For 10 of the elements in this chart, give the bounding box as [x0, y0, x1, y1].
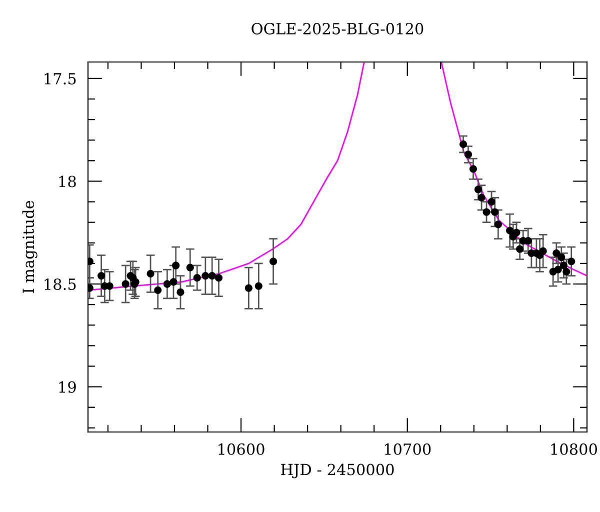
- y-tick-label: 19: [59, 381, 76, 393]
- x-tick-label: 10600: [218, 443, 264, 455]
- y-axis-title: I magnitude: [22, 200, 38, 294]
- chart-title: OGLE-2025-BLG-0120: [252, 22, 424, 34]
- x-tick-label: 10800: [551, 443, 597, 455]
- x-tick-label: 10700: [384, 443, 431, 455]
- y-tick-label: 18: [59, 176, 76, 188]
- y-tick-label: 17.5: [44, 72, 76, 84]
- y-tick-label: 18.5: [44, 278, 76, 290]
- x-axis-title: HJD - 2450000: [281, 464, 394, 478]
